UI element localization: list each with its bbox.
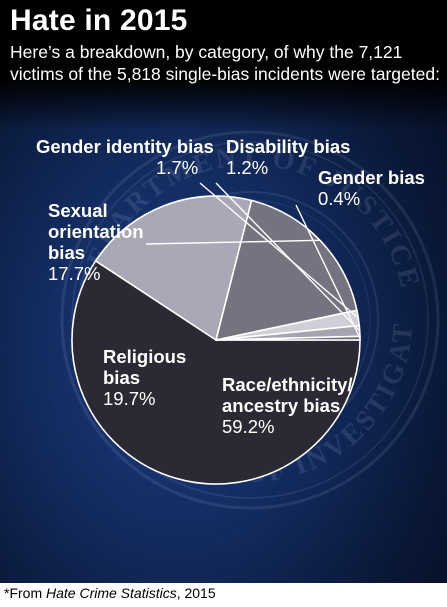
pie-chart [71, 182, 361, 485]
label-sexual-orientation-pct: 17.7% [48, 263, 101, 284]
label-sexual-orientation-name: Sexual orientation bias [48, 200, 144, 263]
label-gender: Gender bias 0.4% [318, 167, 425, 209]
leader-line-sexual [145, 239, 320, 245]
pie-slice-religious [94, 195, 253, 342]
label-disability-name: Disability bias [226, 136, 351, 157]
page-subtitle: Here’s a breakdown, by category, of why … [10, 42, 440, 84]
label-sexual-orientation: Sexual orientation bias 17.7% [48, 200, 148, 284]
label-race-pct: 59.2% [222, 416, 275, 437]
footnote-prefix: *From [4, 585, 46, 601]
leader-line-gender [295, 204, 361, 339]
chart-panel: DEPARTMENT OF JUSTICE FEDERAL BUREAU OF … [0, 0, 447, 583]
label-race-name: Race/ethnicity/ ancestry bias [222, 374, 353, 416]
label-religious: Religious bias 19.7% [103, 346, 188, 409]
leader-line-gender-identity [199, 182, 359, 319]
page-title: Hate in 2015 [10, 4, 188, 37]
label-gender-name: Gender bias [318, 167, 425, 188]
pie-slice-gender [215, 335, 361, 341]
footnote-suffix: , 2015 [176, 585, 216, 601]
footnote-source: Hate Crime Statistics [46, 585, 177, 601]
label-gender-identity: Gender identity bias 1.7% [36, 136, 214, 178]
label-disability: Disability bias 1.2% [226, 136, 350, 178]
label-disability-pct: 1.2% [226, 157, 269, 178]
label-religious-name: Religious bias [103, 346, 187, 388]
label-race: Race/ethnicity/ ancestry bias 59.2% [222, 374, 382, 437]
source-footnote: *From Hate Crime Statistics, 2015 [4, 585, 216, 601]
label-religious-pct: 19.7% [103, 388, 156, 409]
label-gender-pct: 0.4% [318, 188, 361, 209]
header-band [0, 0, 447, 130]
label-gender-identity-name: Gender identity bias [36, 136, 214, 157]
leader-line-disability [215, 182, 361, 332]
label-gender-identity-pct: 1.7% [156, 157, 199, 178]
pie-slice-race [71, 259, 361, 485]
